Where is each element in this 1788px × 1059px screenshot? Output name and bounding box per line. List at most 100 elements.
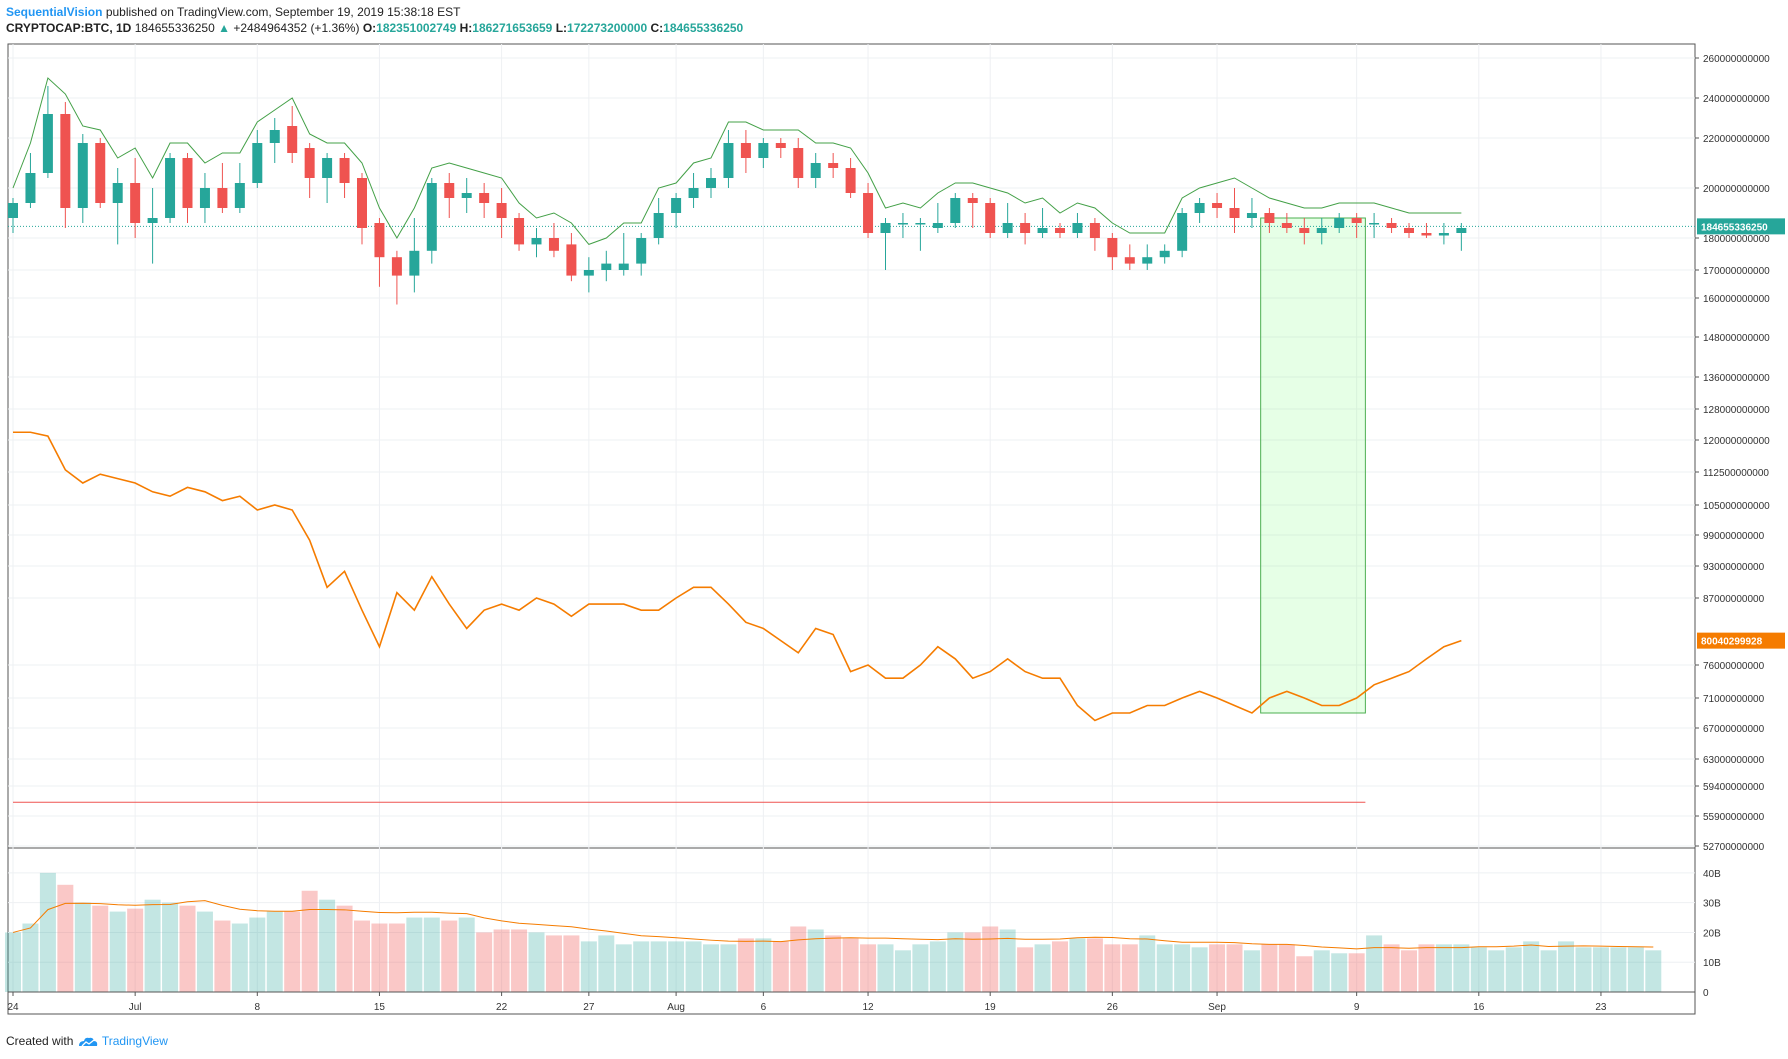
candle-body — [1037, 228, 1048, 233]
candle-body — [566, 244, 577, 276]
candle-body — [583, 270, 594, 276]
volume-bar — [1575, 947, 1592, 992]
last-price: 184655336250 — [134, 21, 215, 35]
volume-ma-line — [12, 900, 1654, 950]
volume-bar — [127, 908, 144, 992]
y-tick-label: 71000000000 — [1703, 694, 1765, 705]
x-tick-label: 16 — [1473, 1002, 1485, 1013]
candle-body — [531, 238, 542, 245]
high-label: H: — [459, 21, 473, 35]
volume-bar — [249, 917, 266, 992]
volume-bar — [319, 899, 336, 992]
candle-body — [932, 223, 943, 228]
volume-bar — [1191, 947, 1208, 992]
volume-bar — [755, 938, 772, 992]
y-tick-label: 240000000000 — [1703, 94, 1770, 105]
candle-body — [706, 178, 716, 188]
candle-body — [426, 183, 437, 251]
price-label-box — [1697, 218, 1785, 235]
orange-label-box — [1697, 632, 1785, 649]
candle-body — [1020, 223, 1031, 233]
volume-bar — [790, 926, 807, 992]
candle-body — [479, 193, 490, 203]
close-value: 184655336250 — [663, 21, 744, 35]
candle-body — [1055, 228, 1065, 233]
volume-bar — [964, 932, 981, 992]
candle-body — [514, 218, 525, 245]
chart-canvas[interactable]: 260000000000 240000000000 220000000000 2000… — [0, 0, 1788, 1030]
volume-bar — [423, 917, 440, 992]
candle-body — [1299, 228, 1310, 233]
publish-info: published on TradingView.com, September … — [105, 5, 461, 19]
volume-bar — [231, 923, 248, 992]
x-tick-label: 22 — [496, 1002, 508, 1013]
candle-body — [863, 193, 874, 233]
volume-tick-label: 30B — [1703, 899, 1721, 910]
volume-bar — [1435, 944, 1452, 992]
candle-body — [77, 143, 88, 208]
volume-bar — [563, 935, 580, 992]
volume-tick-label: 0 — [1703, 988, 1709, 999]
volume-bar — [947, 932, 964, 992]
candle-body — [845, 168, 856, 193]
candle-body — [1124, 257, 1135, 264]
volume-bar — [1453, 944, 1470, 992]
volume-bar — [1592, 947, 1609, 992]
projection-box — [1260, 217, 1366, 714]
volume-bar — [39, 872, 56, 992]
price-label-text: 184655336250 — [1701, 222, 1768, 233]
volume-bar — [580, 941, 597, 992]
candle-body — [25, 173, 36, 203]
candle-body — [357, 178, 367, 228]
volume-tick-label: 20B — [1703, 928, 1721, 939]
volume-bar — [720, 944, 737, 992]
volume-bar — [1121, 944, 1138, 992]
volume-bar — [1034, 944, 1051, 992]
volume-bar — [1261, 944, 1278, 992]
x-tick-label: 8 — [255, 1002, 261, 1013]
x-tick-label: 19 — [985, 1002, 997, 1013]
x-tick-label: 23 — [1595, 1002, 1607, 1013]
footer: Created with TradingView — [6, 1034, 168, 1049]
x-tick-label: 26 — [1107, 1002, 1119, 1013]
y-tick-label: 170000000000 — [1703, 266, 1770, 277]
y-tick-label: 128000000000 — [1703, 405, 1770, 416]
volume-bar — [1505, 947, 1522, 992]
candle-body — [950, 198, 961, 223]
candle-body — [793, 148, 804, 178]
volume-bar — [545, 935, 562, 992]
volume-bar — [1383, 944, 1400, 992]
candle-body — [112, 183, 123, 203]
author-name[interactable]: SequentialVision — [6, 5, 103, 19]
candle-body — [461, 193, 472, 198]
candle-body — [496, 203, 507, 218]
volume-bar — [284, 911, 301, 992]
candle-body — [8, 203, 18, 218]
candle-body — [1194, 203, 1205, 213]
volume-bar — [929, 941, 946, 992]
volume-bar — [737, 938, 754, 992]
y-tick-label: 180000000000 — [1703, 234, 1770, 245]
tradingview-brand[interactable]: TradingView — [101, 1034, 168, 1048]
y-tick-label: 59400000000 — [1703, 782, 1765, 793]
volume-bar — [388, 923, 405, 992]
volume-bar — [807, 929, 824, 992]
chart-header: SequentialVision published on TradingVie… — [6, 4, 743, 36]
candle-body — [1246, 213, 1257, 218]
candle-body — [1351, 218, 1362, 223]
y-tick-label: 200000000000 — [1703, 184, 1770, 195]
volume-bar — [301, 890, 318, 992]
open-value: 182351002749 — [376, 21, 457, 35]
volume-bar — [703, 944, 719, 992]
volume-bar — [615, 944, 632, 992]
volume-bar — [1331, 953, 1348, 992]
y-tick-label: 52700000000 — [1703, 842, 1765, 853]
volume-bar — [1209, 944, 1226, 992]
y-tick-label: 76000000000 — [1703, 661, 1765, 672]
volume-bar — [179, 905, 196, 992]
x-tick-label: 15 — [374, 1002, 386, 1013]
volume-bar — [1243, 950, 1260, 992]
x-tick-label: Sep — [1208, 1002, 1226, 1013]
volume-bar — [1278, 944, 1295, 992]
volume-bar — [406, 917, 423, 992]
